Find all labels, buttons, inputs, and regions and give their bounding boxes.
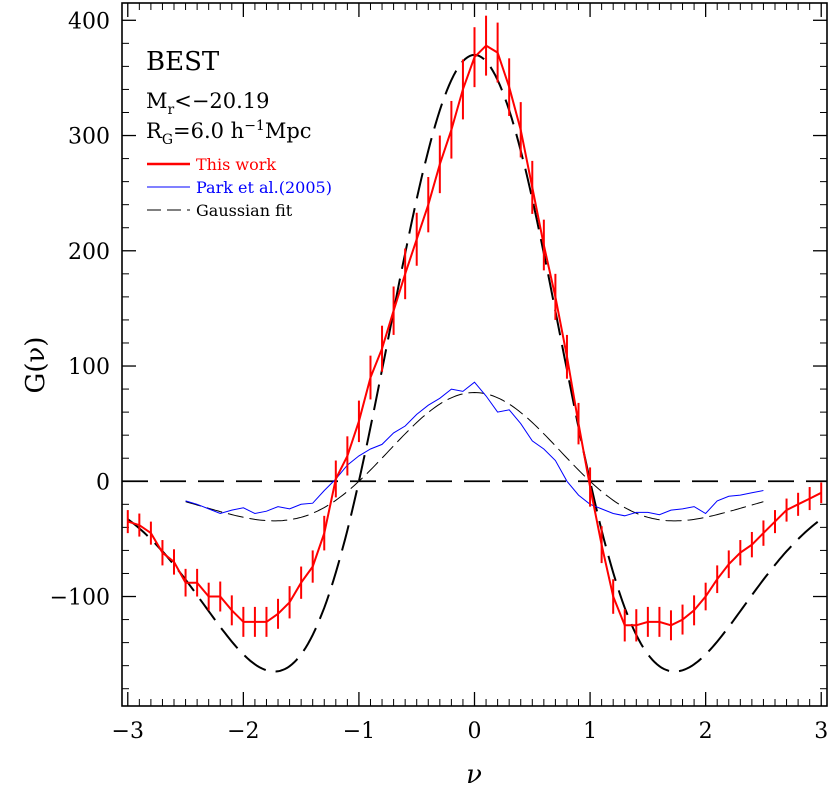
y-tick-label: 0 bbox=[96, 470, 110, 495]
smoothing-length-label: RG=6.0 h−1Mpc bbox=[146, 118, 312, 148]
x-tick-label: −2 bbox=[227, 719, 259, 744]
y-tick-label: 200 bbox=[68, 240, 110, 265]
x-tick-label: 1 bbox=[583, 719, 597, 744]
magnitude-cut-label: Mr<−20.19 bbox=[146, 89, 270, 118]
axis-ticks bbox=[122, 3, 827, 706]
x-axis-title: ν bbox=[466, 760, 482, 790]
y-tick-label: 100 bbox=[68, 355, 110, 380]
y-tick-label: 300 bbox=[68, 125, 110, 150]
y-tick-label: −100 bbox=[50, 586, 110, 611]
plot-area bbox=[122, 15, 827, 673]
legend-label-park: Park et al.(2005) bbox=[196, 178, 332, 197]
x-tick-label: −3 bbox=[112, 719, 144, 744]
y-tick-label: 400 bbox=[68, 9, 110, 34]
gaussian-fit-park-curve bbox=[185, 391, 764, 522]
x-tick-label: 2 bbox=[699, 719, 713, 744]
y-axis-title: G(ν) bbox=[21, 337, 51, 394]
legend-label-gaussian: Gaussian fit bbox=[196, 201, 293, 220]
tick-labels: −3 −2 −1 0 1 2 3 −100 0 100 200 300 400 bbox=[50, 9, 829, 744]
legend: This work Park et al.(2005) Gaussian fit bbox=[147, 155, 332, 220]
legend-label-this-work: This work bbox=[196, 155, 276, 174]
x-tick-label: 3 bbox=[814, 719, 828, 744]
x-tick-label: −1 bbox=[343, 719, 375, 744]
park-2005-line bbox=[185, 381, 764, 517]
x-tick-label: 0 bbox=[468, 719, 482, 744]
sample-label: BEST bbox=[146, 47, 220, 77]
